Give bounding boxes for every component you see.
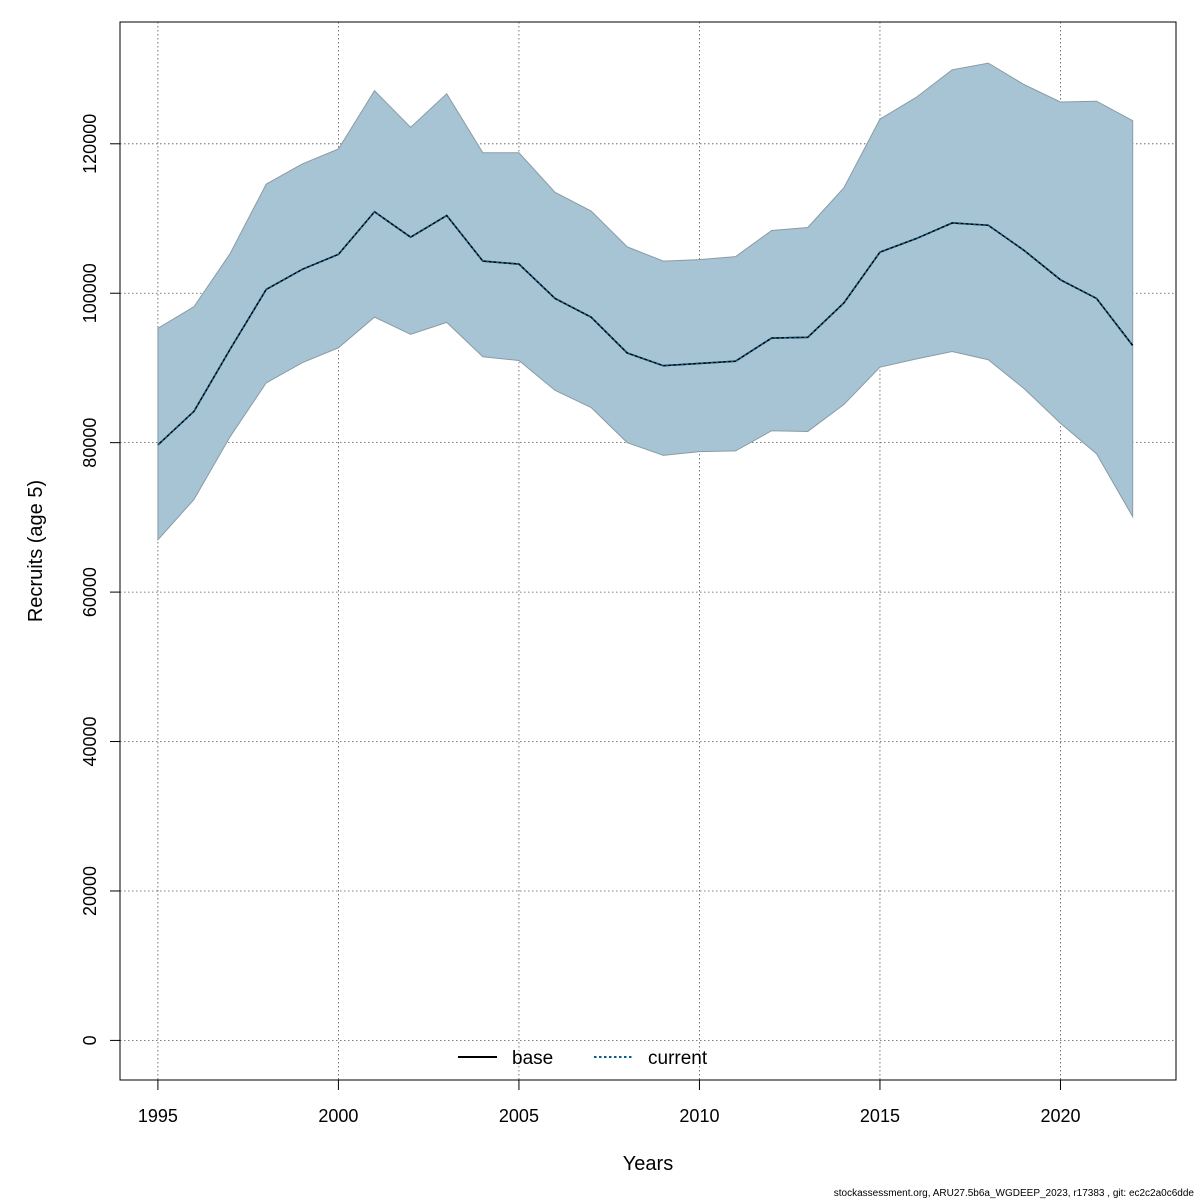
x-tick-label: 2010	[679, 1106, 719, 1126]
x-tick-label: 2000	[318, 1106, 358, 1126]
x-tick-label: 2005	[499, 1106, 539, 1126]
y-tick-label: 20000	[80, 866, 100, 916]
legend-label-base: base	[512, 1048, 553, 1069]
y-tick-label: 40000	[80, 716, 100, 766]
y-tick-label: 100000	[80, 263, 100, 323]
y-tick-label: 80000	[80, 418, 100, 468]
y-axis: 0 20000 40000 60000 80000 100000 120000	[80, 114, 121, 1045]
x-axis-title: Years	[623, 1153, 673, 1175]
y-tick-label: 120000	[80, 114, 100, 174]
x-tick-label: 2015	[860, 1106, 900, 1126]
x-tick-label: 2020	[1040, 1106, 1080, 1126]
x-axis: 1995 2000 2005 2010 2015 2020	[138, 1079, 1080, 1126]
y-tick-label: 60000	[80, 567, 100, 617]
confidence-band-group	[157, 62, 1134, 542]
confidence-band	[157, 62, 1134, 542]
series-lines-group	[157, 210, 1134, 446]
y-tick-label: 0	[80, 1035, 100, 1045]
series-line-current	[157, 210, 1134, 446]
legend-label-current: current	[648, 1048, 708, 1069]
footer-note: stockassessment.org, ARU27.5b6a_WGDEEP_2…	[834, 1188, 1195, 1199]
y-axis-title: Recruits (age 5)	[25, 480, 47, 622]
legend: base current	[458, 1048, 708, 1069]
x-tick-label: 1995	[138, 1106, 178, 1126]
